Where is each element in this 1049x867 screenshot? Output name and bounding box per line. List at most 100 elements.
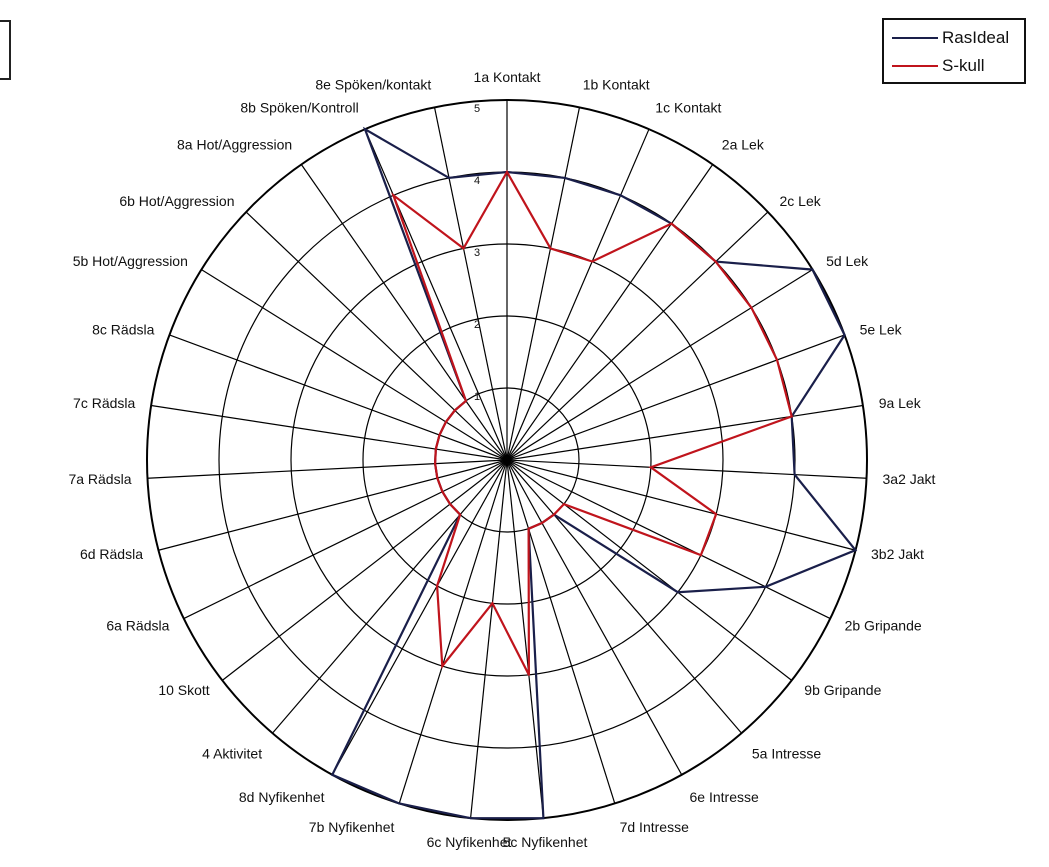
data-point — [464, 399, 467, 402]
grid-spoke — [151, 404, 508, 461]
grid-spoke — [183, 459, 508, 620]
grid-spoke — [300, 164, 508, 461]
data-point — [441, 665, 444, 668]
category-label-7d-intresse: 7d Intresse — [620, 819, 689, 835]
tick-labels: 1 2 3 4 5 — [474, 103, 480, 403]
grid-spoke — [506, 459, 867, 479]
category-label-1b-kontakt: 1b Kontakt — [583, 77, 650, 93]
data-point — [676, 591, 679, 594]
data-point — [527, 673, 530, 676]
category-label-9a-lek: 9a Lek — [879, 395, 922, 411]
legend: RasIdeal S-kull — [882, 18, 1026, 84]
legend-item-s-kull: S-kull — [892, 54, 985, 78]
tick-label-1: 1 — [474, 391, 480, 403]
category-label-7b-nyfikenhet: 7b Nyfikenhet — [309, 819, 395, 835]
data-point — [619, 194, 622, 197]
data-point — [444, 420, 447, 423]
category-label-8a-hot-aggression: 8a Hot/Aggression — [177, 136, 292, 152]
data-point — [699, 554, 702, 557]
category-label-6d-r-dsla: 6d Rädsla — [80, 546, 143, 562]
category-label-3a2-jakt: 3a2 Jakt — [883, 471, 936, 487]
data-point — [436, 584, 439, 587]
data-point — [449, 503, 452, 506]
data-point — [714, 260, 717, 263]
category-label-5c-nyfikenhet: 5c Nyfikenhet — [503, 834, 588, 850]
grid-spoke — [506, 459, 545, 819]
data-point — [562, 503, 565, 506]
data-point — [441, 490, 444, 493]
data-point — [331, 773, 334, 776]
category-label-1c-kontakt: 1c Kontakt — [655, 100, 721, 116]
grid-spoke — [506, 459, 742, 734]
category-label-6b-hot-aggression: 6b Hot/Aggression — [119, 193, 234, 209]
data-point — [434, 462, 437, 465]
data-point — [438, 433, 441, 436]
data-point — [436, 477, 439, 480]
grid-spoke — [506, 459, 831, 620]
data-point — [563, 176, 566, 179]
grid-spoke — [506, 211, 769, 461]
grid-spoke — [506, 459, 793, 681]
tick-label-2: 2 — [474, 319, 480, 331]
category-label-2b-gripande: 2b Gripande — [845, 618, 922, 634]
data-point — [776, 358, 779, 361]
data-point — [843, 333, 846, 336]
category-label-3b2-jakt: 3b2 Jakt — [871, 546, 924, 562]
grid-spoke — [331, 459, 508, 776]
legend-label-s-kull: S-kull — [942, 56, 985, 75]
legend-swatch-rasideal — [892, 37, 938, 39]
grid-spoke — [506, 128, 650, 461]
data-point — [764, 585, 767, 588]
category-label-7c-r-dsla: 7c Rädsla — [73, 395, 135, 411]
category-label-8d-nyfikenhet: 8d Nyfikenhet — [239, 789, 325, 805]
data-point — [790, 415, 793, 418]
category-label-5d-lek: 5d Lek — [826, 253, 869, 269]
category-label-6a-r-dsla: 6a Rädsla — [106, 618, 169, 634]
data-point — [364, 128, 367, 131]
data-point — [506, 171, 508, 173]
radar-series — [330, 126, 858, 820]
grid-spoke — [506, 269, 813, 461]
category-label-7a-r-dsla: 7a Rädsla — [68, 471, 131, 487]
category-label-8e-sp-ken-kontakt: 8e Spöken/kontakt — [315, 77, 431, 93]
grid-spoke — [272, 459, 508, 734]
category-label-5b-hot-aggression: 5b Hot/Aggression — [73, 253, 188, 269]
tick-label-4: 4 — [474, 175, 480, 187]
data-point — [434, 448, 437, 451]
data-point — [459, 513, 462, 516]
data-point — [453, 409, 456, 412]
grid-spoke — [158, 459, 508, 551]
grid-spoke — [147, 459, 508, 479]
category-label-2c-lek: 2c Lek — [780, 193, 822, 209]
grid-spoke — [433, 107, 508, 461]
grid-spoke — [506, 459, 683, 776]
data-point — [552, 513, 555, 516]
legend-swatch-s-kull — [892, 65, 938, 67]
grid-spoke — [506, 404, 863, 461]
category-label-2a-lek: 2a Lek — [722, 136, 765, 152]
data-point — [793, 473, 796, 476]
category-label-8b-sp-ken-kontroll: 8b Spöken/Kontroll — [240, 100, 358, 116]
grid-spoke — [469, 459, 508, 819]
radar-grid — [146, 99, 868, 821]
grid-spoke — [221, 459, 508, 681]
data-point — [469, 817, 472, 820]
category-label-6c-nyfikenhet: 6c Nyfikenhet — [427, 834, 512, 850]
data-point — [462, 247, 465, 250]
grid-spoke — [506, 164, 714, 461]
data-point — [398, 802, 401, 805]
data-point — [591, 260, 594, 263]
grid-spoke — [398, 459, 508, 804]
data-point — [750, 306, 753, 309]
category-label-4-aktivitet: 4 Aktivitet — [202, 745, 262, 761]
data-point — [549, 247, 552, 250]
grid-spoke — [169, 334, 508, 461]
legend-item-rasideal: RasIdeal — [892, 26, 1009, 50]
grid-spoke — [506, 459, 616, 804]
category-label-9b-gripande: 9b Gripande — [804, 682, 881, 698]
category-label-6e-intresse: 6e Intresse — [690, 789, 759, 805]
data-point — [392, 194, 395, 197]
grid-spoke — [201, 269, 508, 461]
grid-spoke — [506, 334, 845, 461]
